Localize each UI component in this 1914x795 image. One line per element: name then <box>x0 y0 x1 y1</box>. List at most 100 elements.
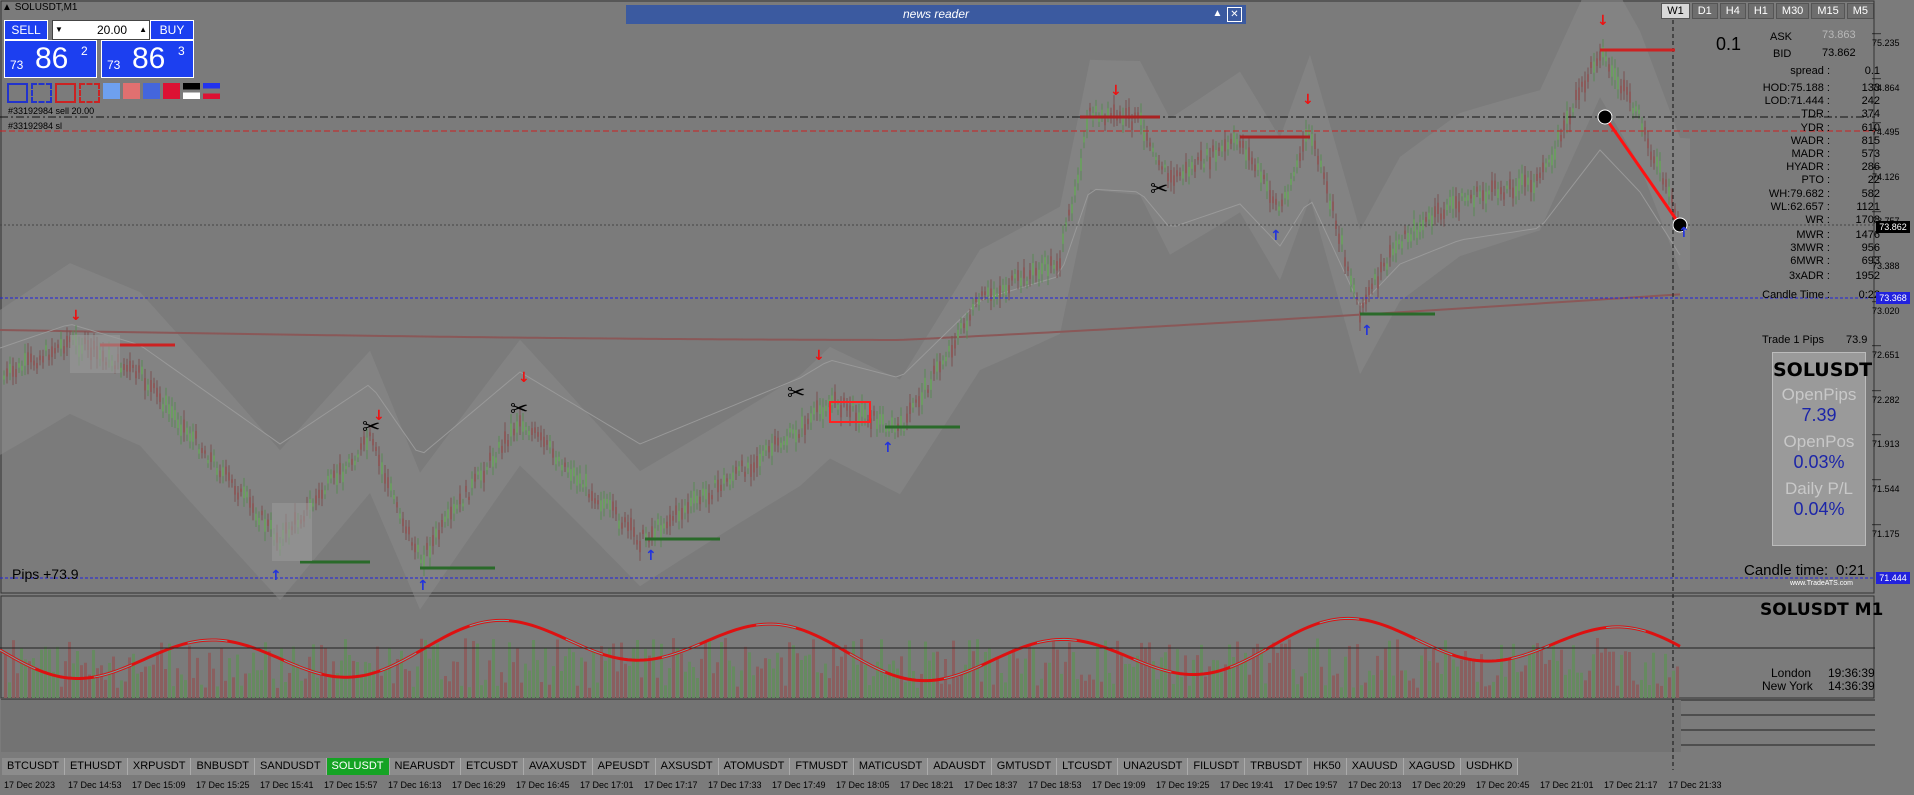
news-reader-bar[interactable]: news reader ▲ ✕ <box>626 5 1246 24</box>
candle-body <box>1542 162 1544 173</box>
volume-bar <box>1404 670 1407 698</box>
candle-body <box>789 428 791 433</box>
tab-maticusdt[interactable]: MATICUSDT <box>853 758 929 775</box>
candle-body <box>1656 156 1658 167</box>
volume-bar <box>1200 644 1203 698</box>
volume-bar <box>1660 685 1663 698</box>
candle-body <box>1536 173 1538 181</box>
timeframe-h1[interactable]: H1 <box>1747 3 1774 19</box>
tab-axsusdt[interactable]: AXSUSDT <box>655 758 719 775</box>
light-red-fill-icon[interactable] <box>123 83 140 99</box>
candle-body <box>1371 283 1373 289</box>
volume-bar <box>32 658 35 698</box>
volume-bar <box>404 669 407 698</box>
timeframe-w1[interactable]: W1 <box>1661 3 1690 19</box>
tab-xagusd[interactable]: XAGUSD <box>1403 758 1462 775</box>
red-fill-icon[interactable] <box>163 83 180 99</box>
volume-bar <box>1144 647 1147 698</box>
tab-apeusdt[interactable]: APEUSDT <box>592 758 656 775</box>
volume-bar <box>1104 640 1107 698</box>
red-rect-icon[interactable] <box>55 83 76 103</box>
tab-filusdt[interactable]: FILUSDT <box>1188 758 1246 775</box>
sell-button[interactable]: SELL <box>4 20 48 40</box>
candle-body <box>633 527 635 537</box>
volume-bar <box>1656 683 1659 698</box>
timeframe-h4[interactable]: H4 <box>1719 3 1746 19</box>
signal-arrow-icon: ↓ <box>518 370 530 386</box>
light-blue-fill-icon[interactable] <box>103 83 120 99</box>
volume-bar <box>1644 662 1647 698</box>
volume-bar <box>296 663 299 698</box>
volume-bar <box>776 652 779 698</box>
ask-price-box[interactable]: 73 86 3 <box>101 40 194 78</box>
candle-body <box>1635 106 1637 112</box>
volume-bar <box>1312 647 1315 698</box>
volume-bar <box>1552 644 1555 698</box>
candle-body <box>1239 141 1241 148</box>
candle-body <box>330 474 332 479</box>
volume-bar <box>280 648 283 698</box>
blue-fill-icon[interactable] <box>143 83 160 99</box>
tab-xauusd[interactable]: XAUUSD <box>1346 758 1404 775</box>
tab-ltcusdt[interactable]: LTCUSDT <box>1057 758 1119 775</box>
tab-bnbusdt[interactable]: BNBUSDT <box>191 758 256 775</box>
candle-body <box>1014 274 1016 279</box>
candle-body <box>1446 204 1448 211</box>
candle-body <box>480 470 482 481</box>
volume-bar <box>864 665 867 698</box>
buy-button[interactable]: BUY <box>150 20 194 40</box>
tab-una2usdt[interactable]: UNA2USDT <box>1118 758 1189 775</box>
volume-bar <box>456 661 459 698</box>
tab-gmtusdt[interactable]: GMTUSDT <box>991 758 1058 775</box>
tab-sandusdt[interactable]: SANDUSDT <box>255 758 327 775</box>
timeframe-m5[interactable]: M5 <box>1846 3 1874 19</box>
volume-bar <box>988 647 991 698</box>
tab-xrpusdt[interactable]: XRPUSDT <box>127 758 192 775</box>
tab-atomusdt[interactable]: ATOMUSDT <box>718 758 791 775</box>
trade-line <box>1603 116 1682 226</box>
tab-usdhkd[interactable]: USDHKD <box>1461 758 1519 775</box>
candle-body <box>960 323 962 329</box>
tab-solusdt[interactable]: SOLUSDT <box>326 758 390 775</box>
volume-bar <box>192 677 195 698</box>
blue-red-lines-icon[interactable] <box>203 83 220 99</box>
candle-body <box>933 365 935 374</box>
red-dashed-rect-icon[interactable] <box>79 83 100 103</box>
timeframe-m30[interactable]: M30 <box>1775 3 1810 19</box>
bid-price-box[interactable]: 73 86 2 <box>4 40 97 78</box>
candle-body <box>1665 179 1667 187</box>
timeframe-m15[interactable]: M15 <box>1811 3 1845 19</box>
tab-trbusdt[interactable]: TRBUSDT <box>1245 758 1309 775</box>
tab-adausdt[interactable]: ADAUSDT <box>928 758 992 775</box>
tab-btcusdt[interactable]: BTCUSDT <box>2 758 65 775</box>
black-white-lines-icon[interactable] <box>183 83 200 99</box>
blue-dashed-rect-icon[interactable] <box>31 83 52 103</box>
tab-avaxusdt[interactable]: AVAXUSDT <box>523 758 593 775</box>
volume-bar <box>128 657 131 698</box>
chevron-up-icon[interactable]: ▲ <box>1212 8 1223 19</box>
volume-bar <box>1488 685 1491 698</box>
candle-body <box>45 345 47 351</box>
tab-ethusdt[interactable]: ETHUSDT <box>64 758 128 775</box>
volume-bar <box>1136 655 1139 698</box>
newyork-time: 14:36:39 <box>1828 679 1875 693</box>
volume-bar <box>1280 643 1283 698</box>
volume-bar <box>868 685 871 698</box>
lot-increase-icon[interactable]: ▲ <box>139 25 147 34</box>
candle-body <box>948 345 950 352</box>
tab-etcusdt[interactable]: ETCUSDT <box>461 758 524 775</box>
chart-menu-icon[interactable]: ▲ <box>2 2 15 13</box>
tab-ftmusdt[interactable]: FTMUSDT <box>790 758 854 775</box>
timeframe-d1[interactable]: D1 <box>1691 3 1718 19</box>
lot-decrease-icon[interactable]: ▼ <box>55 25 63 34</box>
trade-pips-value: 73.9 <box>1846 334 1868 346</box>
blue-rect-icon[interactable] <box>7 83 28 103</box>
volume-bar <box>780 657 783 698</box>
tab-hk50[interactable]: HK50 <box>1308 758 1347 775</box>
candle-body <box>996 293 998 299</box>
tab-nearusdt[interactable]: NEARUSDT <box>389 758 462 775</box>
close-icon[interactable]: ✕ <box>1227 7 1242 22</box>
lot-size-input[interactable]: ▼ 20.00 ▲ <box>52 20 150 40</box>
